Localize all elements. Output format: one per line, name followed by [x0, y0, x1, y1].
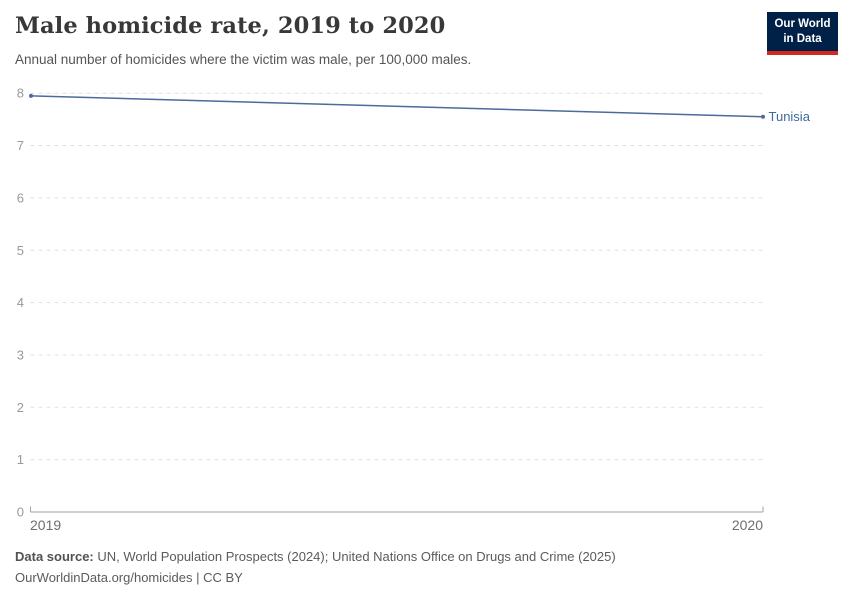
- owid-logo-line1: Our World: [774, 18, 831, 30]
- x-tick-label: 2020: [732, 517, 763, 533]
- y-tick-label: 7: [17, 138, 24, 153]
- data-source-text: UN, World Population Prospects (2024); U…: [97, 549, 616, 564]
- x-tick-label: 2019: [30, 517, 61, 533]
- data-line: [30, 95, 764, 118]
- y-tick-label: 8: [17, 86, 24, 101]
- data-source-line: Data source: UN, World Population Prospe…: [15, 547, 616, 568]
- data-source-label: Data source:: [15, 549, 94, 564]
- owid-logo-line2: in Data: [783, 32, 822, 45]
- y-tick-label: 2: [17, 400, 24, 415]
- y-tick-label: 4: [17, 295, 24, 310]
- entity-label: Tunisia: [769, 109, 811, 124]
- y-tick-label: 1: [17, 452, 24, 467]
- chart-subtitle: Annual number of homicides where the vic…: [15, 52, 472, 67]
- chart-footer: Data source: UN, World Population Prospe…: [15, 547, 616, 588]
- data-point: [761, 114, 765, 119]
- data-point: [29, 93, 33, 98]
- page-title: Male homicide rate, 2019 to 2020: [15, 13, 446, 39]
- y-tick-label: 5: [17, 243, 24, 258]
- license-line: OurWorldinData.org/homicides | CC BY: [15, 569, 243, 585]
- y-tick-label: 3: [17, 347, 24, 362]
- owid-logo: Our World in Data: [767, 12, 838, 55]
- y-tick-label: 6: [17, 190, 24, 205]
- y-tick-label: 0: [17, 505, 24, 520]
